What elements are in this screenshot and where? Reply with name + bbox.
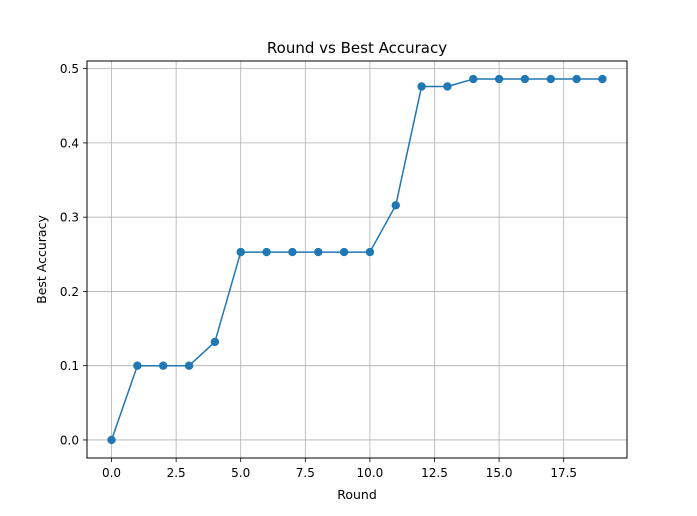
x-axis: 0.0 2.5 5.0 7.5 10.0 12.5 15.0 17.5	[102, 458, 577, 480]
x-tick-label: 15.0	[486, 466, 513, 480]
grid-lines	[87, 61, 627, 458]
x-tick-label: 12.5	[421, 466, 448, 480]
data-point	[159, 361, 168, 370]
data-point	[262, 247, 271, 257]
x-tick-label: 7.5	[296, 466, 315, 480]
data-point	[469, 74, 478, 84]
x-tick-label: 17.5	[550, 466, 577, 480]
x-tick-label: 10.0	[357, 466, 384, 480]
data-point	[107, 435, 116, 445]
y-tick-label: 0.2	[60, 285, 79, 299]
series-line	[110, 78, 603, 441]
y-axis: 0.0 0.1 0.2 0.3 0.4 0.5	[60, 62, 87, 447]
data-point	[133, 361, 142, 370]
plot-frame	[86, 60, 628, 459]
x-tick-label: 2.5	[167, 466, 186, 480]
y-tick-label: 0.5	[60, 62, 79, 76]
y-tick-label: 0.0	[60, 433, 79, 447]
data-point	[210, 337, 220, 347]
x-tick-label: 5.0	[231, 466, 250, 480]
data-point	[288, 247, 297, 257]
data-point	[236, 247, 245, 257]
y-tick-label: 0.4	[60, 136, 79, 150]
data-point	[572, 74, 581, 84]
data-point	[184, 361, 194, 370]
y-tick-label: 0.3	[60, 211, 79, 225]
x-tick-label: 0.0	[102, 466, 121, 480]
x-axis-title: Round	[337, 487, 377, 502]
data-point	[314, 247, 323, 257]
series-layer	[107, 74, 607, 445]
data-point	[391, 201, 400, 210]
data-point	[546, 74, 555, 84]
data-point	[443, 82, 452, 91]
data-point	[520, 74, 530, 84]
data-point	[365, 247, 375, 257]
data-point	[494, 74, 504, 84]
data-point	[339, 247, 349, 257]
data-point	[417, 82, 426, 91]
y-axis-title: Best Accuracy	[34, 215, 49, 304]
data-point	[598, 74, 607, 84]
chart-title: Round vs Best Accuracy	[267, 39, 447, 57]
y-tick-label: 0.1	[60, 359, 79, 373]
